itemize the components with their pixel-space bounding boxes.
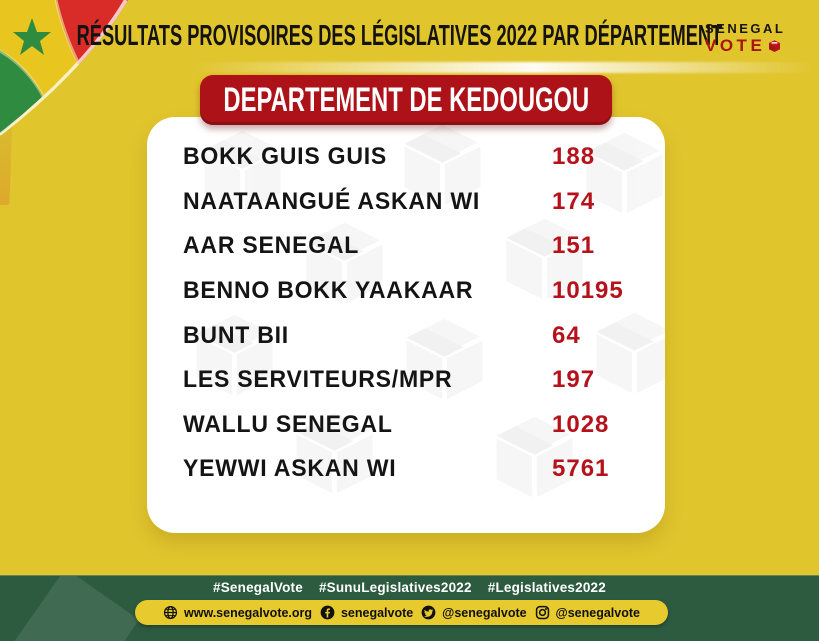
globe-icon — [163, 605, 178, 620]
vote-count: 10195 — [552, 277, 624, 305]
social-links-pill: www.senegalvote.org senegalvote @senegal… — [135, 600, 668, 625]
table-row: YEWWI ASKAN WI 5761 — [147, 447, 665, 492]
logo-line2: VOTE — [705, 36, 766, 55]
ballot-box-icon — [769, 40, 781, 52]
shine-divider — [190, 62, 815, 73]
website-link[interactable]: www.senegalvote.org — [163, 605, 312, 620]
instagram-icon — [535, 605, 549, 620]
party-name: BENNO BOKK YAAKAAR — [183, 277, 474, 305]
vote-count: 151 — [552, 232, 596, 260]
logo-line1: SENEGAL — [705, 21, 786, 36]
department-banner-label: DEPARTEMENT DE KEDOUGOU — [223, 80, 589, 119]
vote-count: 188 — [552, 143, 596, 171]
twitter-icon — [421, 605, 436, 620]
party-name: YEWWI ASKAN WI — [183, 455, 397, 483]
twitter-link[interactable]: @senegalvote — [421, 605, 527, 620]
senegal-flag-icon — [0, 0, 128, 136]
vote-count: 64 — [552, 321, 581, 349]
hashtag-row: #SenegalVote #SunuLegislatives2022 #Legi… — [0, 580, 819, 595]
page-title-text: RÉSULTATS PROVISOIRES DES LÉGISLATIVES 2… — [76, 19, 722, 52]
vote-count: 174 — [552, 187, 596, 215]
party-name: WALLU SENEGAL — [183, 410, 393, 438]
table-row: NAATAANGUÉ ASKAN WI 174 — [147, 180, 665, 225]
page-title: RÉSULTATS PROVISOIRES DES LÉGISLATIVES 2… — [40, 14, 758, 58]
table-row: BENNO BOKK YAAKAAR 10195 — [147, 269, 665, 314]
vote-count: 197 — [552, 366, 596, 394]
party-name: AAR SENEGAL — [183, 232, 360, 260]
vote-count: 1028 — [552, 410, 610, 438]
senegal-vote-logo: SENEGAL VOTE — [705, 22, 797, 54]
results-card: BOKK GUIS GUIS 188 NAATAANGUÉ ASKAN WI 1… — [147, 117, 665, 533]
party-name: BOKK GUIS GUIS — [183, 143, 388, 171]
table-row: BOKK GUIS GUIS 188 — [147, 135, 665, 180]
facebook-link-label: senegalvote — [340, 605, 414, 620]
department-banner: DEPARTEMENT DE KEDOUGOU — [200, 75, 612, 125]
hashtag: #SunuLegislatives2022 — [318, 580, 472, 595]
hashtag: #Legislatives2022 — [487, 580, 606, 595]
facebook-link[interactable]: senegalvote — [320, 605, 413, 620]
table-row: AAR SENEGAL 151 — [147, 224, 665, 269]
table-row: BUNT BII 64 — [147, 313, 665, 358]
table-row: WALLU SENEGAL 1028 — [147, 403, 665, 448]
party-name: LES SERVITEURS/MPR — [183, 366, 453, 394]
website-link-label: www.senegalvote.org — [184, 605, 313, 620]
hashtag: #SenegalVote — [213, 580, 303, 595]
instagram-link-label: @senegalvote — [555, 605, 640, 620]
party-name: BUNT BII — [183, 321, 289, 349]
instagram-link[interactable]: @senegalvote — [535, 605, 640, 620]
twitter-link-label: @senegalvote — [442, 605, 527, 620]
party-name: NAATAANGUÉ ASKAN WI — [183, 187, 481, 215]
vote-count: 5761 — [552, 455, 610, 483]
facebook-icon — [320, 605, 335, 620]
table-row: LES SERVITEURS/MPR 197 — [147, 358, 665, 403]
results-table: BOKK GUIS GUIS 188 NAATAANGUÉ ASKAN WI 1… — [147, 135, 665, 492]
